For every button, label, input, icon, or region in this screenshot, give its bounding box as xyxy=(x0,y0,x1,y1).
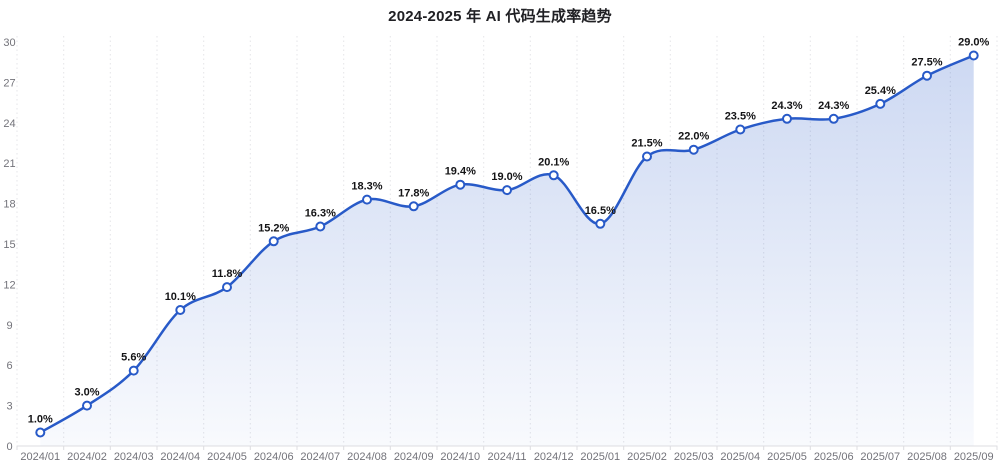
y-axis-label: 9 xyxy=(6,320,12,332)
data-point-label: 17.8% xyxy=(398,187,429,199)
y-axis-label: 3 xyxy=(6,401,12,413)
data-point-marker[interactable] xyxy=(875,98,886,109)
data-point-label: 16.3% xyxy=(305,208,336,220)
data-point-marker[interactable] xyxy=(502,185,512,196)
x-axis-label: 2025/07 xyxy=(860,451,900,463)
y-axis-label: 6 xyxy=(6,360,12,372)
data-point-marker[interactable] xyxy=(222,282,232,293)
data-point-marker[interactable] xyxy=(362,194,372,205)
data-point-label: 24.3% xyxy=(818,100,849,112)
data-point-marker[interactable] xyxy=(128,365,139,376)
data-point-label: 10.1% xyxy=(165,291,196,303)
x-axis-label: 2024/09 xyxy=(394,451,434,463)
x-axis-label: 2025/04 xyxy=(720,451,760,463)
data-point-marker[interactable] xyxy=(688,144,699,155)
data-point-label: 3.0% xyxy=(74,387,99,399)
data-point-label: 29.0% xyxy=(958,37,989,49)
chart-title: 2024-2025 年 AI 代码生成率趋势 xyxy=(388,8,612,25)
data-point-marker[interactable] xyxy=(782,113,792,124)
x-axis-label: 2024/01 xyxy=(20,451,60,463)
data-point-label: 15.2% xyxy=(258,222,289,234)
data-point-marker[interactable] xyxy=(315,221,326,232)
x-axis-label: 2024/04 xyxy=(160,451,200,463)
data-point-label: 19.0% xyxy=(491,171,522,183)
y-axis-label: 15 xyxy=(3,239,15,251)
data-point-label: 23.5% xyxy=(725,111,756,123)
data-point-marker[interactable] xyxy=(82,400,92,411)
x-axis-label: 2025/08 xyxy=(907,451,947,463)
x-axis-label: 2024/10 xyxy=(440,451,480,463)
y-axis-label: 18 xyxy=(3,199,15,211)
data-point-marker[interactable] xyxy=(735,124,746,135)
data-point-label: 19.4% xyxy=(445,166,476,178)
y-axis-label: 12 xyxy=(3,279,15,291)
data-point-label: 16.5% xyxy=(585,205,616,217)
data-point-label: 21.5% xyxy=(631,138,662,150)
x-axis-label: 2024/11 xyxy=(488,451,527,463)
x-axis-label: 2025/03 xyxy=(674,451,714,463)
data-point-marker[interactable] xyxy=(175,305,186,315)
x-axis-label: 2025/05 xyxy=(767,451,807,463)
x-axis-label: 2024/12 xyxy=(534,451,574,463)
x-axis-label: 2024/06 xyxy=(254,451,294,463)
x-axis-label: 2024/07 xyxy=(300,451,340,463)
data-point-marker[interactable] xyxy=(455,179,466,190)
data-point-marker[interactable] xyxy=(642,151,652,162)
data-point-marker[interactable] xyxy=(922,70,932,81)
data-point-label: 25.4% xyxy=(865,85,896,97)
x-axis-label: 2024/05 xyxy=(207,451,247,463)
x-axis-label: 2025/01 xyxy=(580,451,620,463)
x-axis-label: 2024/02 xyxy=(67,451,107,463)
x-axis-label: 2024/03 xyxy=(114,451,154,463)
data-point-marker[interactable] xyxy=(595,218,606,229)
data-point-label: 18.3% xyxy=(351,181,382,193)
area-fill xyxy=(40,55,974,446)
data-point-marker[interactable] xyxy=(968,50,979,61)
data-point-label: 20.1% xyxy=(538,156,569,168)
data-point-marker[interactable] xyxy=(408,201,419,212)
x-axis-label: 2025/09 xyxy=(954,451,994,463)
data-point-label: 24.3% xyxy=(771,100,802,112)
data-point-label: 27.5% xyxy=(911,57,942,69)
data-point-marker[interactable] xyxy=(268,236,279,247)
data-point-marker[interactable] xyxy=(548,170,559,181)
data-point-marker[interactable] xyxy=(828,113,839,124)
x-axis-label: 2025/02 xyxy=(627,451,667,463)
data-point-label: 22.0% xyxy=(678,131,709,143)
y-axis-label: 30 xyxy=(3,37,15,49)
data-point-label: 1.0% xyxy=(28,414,53,426)
y-axis-label: 21 xyxy=(3,158,15,170)
data-point-label: 5.6% xyxy=(121,352,146,364)
data-point-marker[interactable] xyxy=(35,427,46,438)
data-point-label: 11.8% xyxy=(212,268,243,280)
x-axis-label: 2025/06 xyxy=(814,451,854,463)
y-axis-label: 24 xyxy=(3,118,15,130)
y-axis-label: 0 xyxy=(6,441,12,453)
y-axis-label: 27 xyxy=(3,77,15,89)
x-axis-label: 2024/08 xyxy=(347,451,387,463)
